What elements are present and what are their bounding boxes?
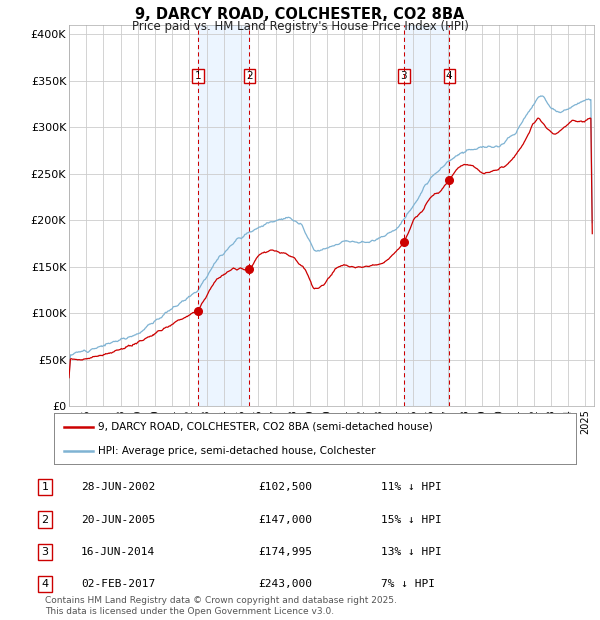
Text: 4: 4 [446, 71, 452, 81]
Text: 9, DARCY ROAD, COLCHESTER, CO2 8BA (semi-detached house): 9, DARCY ROAD, COLCHESTER, CO2 8BA (semi… [98, 422, 433, 432]
Text: Price paid vs. HM Land Registry's House Price Index (HPI): Price paid vs. HM Land Registry's House … [131, 20, 469, 33]
Text: 9, DARCY ROAD, COLCHESTER, CO2 8BA: 9, DARCY ROAD, COLCHESTER, CO2 8BA [136, 7, 464, 22]
Text: 3: 3 [41, 547, 49, 557]
Text: HPI: Average price, semi-detached house, Colchester: HPI: Average price, semi-detached house,… [98, 446, 376, 456]
Text: 02-FEB-2017: 02-FEB-2017 [81, 579, 155, 589]
Text: £243,000: £243,000 [258, 579, 312, 589]
Text: 4: 4 [41, 579, 49, 589]
Text: 7% ↓ HPI: 7% ↓ HPI [381, 579, 435, 589]
Text: 11% ↓ HPI: 11% ↓ HPI [381, 482, 442, 492]
Text: 28-JUN-2002: 28-JUN-2002 [81, 482, 155, 492]
Text: £102,500: £102,500 [258, 482, 312, 492]
Text: 2: 2 [41, 515, 49, 525]
Text: 13% ↓ HPI: 13% ↓ HPI [381, 547, 442, 557]
Text: 1: 1 [194, 71, 201, 81]
Text: 15% ↓ HPI: 15% ↓ HPI [381, 515, 442, 525]
Text: 1: 1 [41, 482, 49, 492]
Bar [404, 25, 449, 406]
Text: £174,995: £174,995 [258, 547, 312, 557]
Text: 3: 3 [401, 71, 407, 81]
Text: 16-JUN-2014: 16-JUN-2014 [81, 547, 155, 557]
Text: £147,000: £147,000 [258, 515, 312, 525]
Text: 20-JUN-2005: 20-JUN-2005 [81, 515, 155, 525]
Text: 2: 2 [246, 71, 253, 81]
Text: Contains HM Land Registry data © Crown copyright and database right 2025.
This d: Contains HM Land Registry data © Crown c… [45, 596, 397, 616]
Bar [198, 25, 249, 406]
